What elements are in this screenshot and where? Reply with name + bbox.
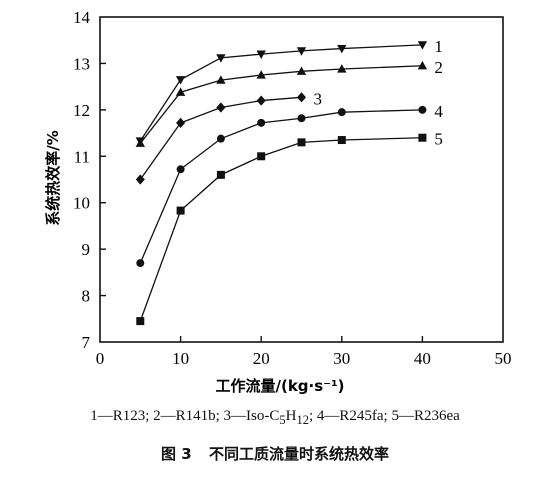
y-tick-label: 14 [73,8,91,27]
plot-frame [99,16,504,343]
data-point [337,44,347,54]
data-point [257,118,266,127]
data-point [257,152,266,161]
data-point [216,170,225,179]
legend-part1: 1—R123; 2—R141b; 3—Iso-C [90,408,280,424]
data-point [418,105,427,114]
y-tick-label: 11 [74,147,90,166]
y-tick-label: 13 [73,54,90,73]
data-point [176,206,185,215]
series-label: 3 [314,89,323,108]
data-point [216,134,225,143]
data-point [216,54,226,63]
data-point [296,47,307,56]
data-point [216,75,226,84]
data-point [135,138,145,147]
series-3 [135,92,307,185]
figure-caption: 图 3 不同工质流量时系统热效率 [0,443,550,464]
data-point [256,70,266,79]
data-point [337,108,346,117]
series-label: 5 [434,130,443,149]
data-point [417,60,428,70]
data-point [296,66,307,75]
series-legend: 1—R123; 2—R141b; 3—Iso-C5H12; 4—R245fa; … [0,408,550,428]
data-point [176,117,186,128]
y-tick-label: 7 [82,333,91,352]
y-tick-label: 9 [82,240,91,259]
data-point [256,50,266,59]
y-axis-label: 系统热效率/% [44,130,62,226]
series-5 [136,133,427,326]
series-layer [135,41,428,326]
data-point [175,76,186,85]
x-tick-label: 20 [253,349,270,368]
data-point [296,92,307,103]
series-label: 1 [434,37,443,56]
data-point [136,317,145,326]
data-point [216,102,226,113]
x-tick-label: 0 [96,349,105,368]
legend-sub2: 12 [296,413,309,427]
x-axis-label: 工作流量/(kg·s⁻¹) [215,377,344,395]
series-label: 2 [434,58,443,77]
axes [99,16,504,343]
data-point [337,136,346,145]
data-point [337,64,347,73]
data-point [256,95,266,106]
series-line [139,137,423,322]
data-point [297,114,306,123]
data-point [418,133,427,142]
labels-layer: 0 10 20 30 40 507891011121314工作流量/(kg·s⁻¹)系统热… [44,8,512,395]
series-label: 4 [434,102,443,121]
x-tick-label: 50 [495,349,512,368]
caption-title: 不同工质流量时系统热效率 [208,445,389,463]
y-tick-label: 12 [73,101,90,120]
data-point [135,174,145,185]
data-point [297,138,306,147]
data-point [417,41,428,50]
legend-part2: H [285,408,297,424]
y-tick-label: 8 [82,287,91,306]
legend-sub1: 5 [279,413,286,427]
y-tick-label: 10 [73,194,90,213]
caption-label: 图 3 [161,445,192,463]
data-point [136,259,145,268]
legend-part3: ; 4—R245fa; 5—R236ea [308,408,460,424]
data-point [176,165,185,174]
x-tick-label: 10 [172,349,189,368]
chart: 0 10 20 30 40 507891011121314工作流量/(kg·s⁻¹)系统热… [44,8,512,395]
x-tick-label: 40 [414,349,431,368]
x-tick-label: 30 [333,349,350,368]
data-point [175,87,186,96]
series-line [139,109,423,264]
series-4 [136,105,427,268]
series-2 [135,60,428,147]
